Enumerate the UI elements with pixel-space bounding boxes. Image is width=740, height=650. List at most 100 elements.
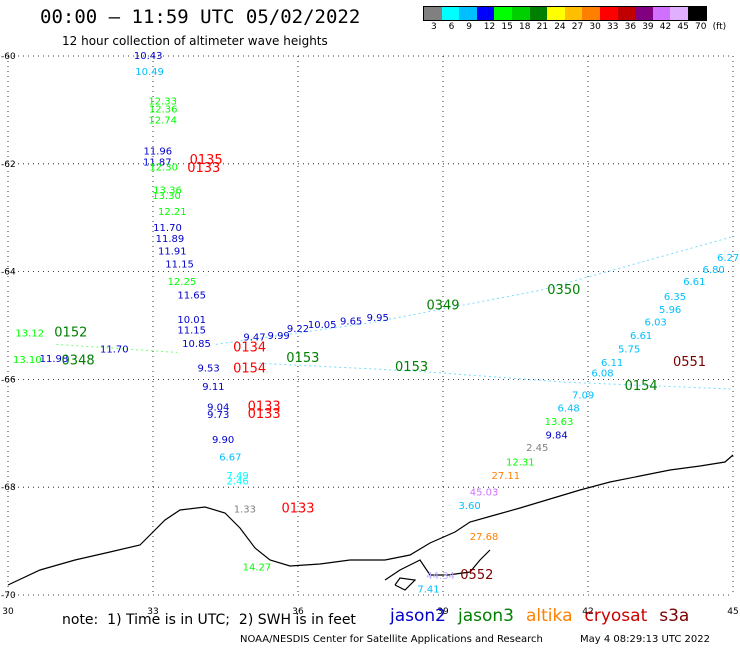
page-title: 00:00 – 11:59 UTC 05/02/2022 (40, 6, 361, 28)
wave-height-value: 9.11 (202, 382, 224, 393)
wave-height-value: 11.65 (177, 291, 206, 302)
latitude-tick-label: -70 (1, 591, 16, 601)
track-line (259, 362, 734, 390)
color-scale-label: 30 (589, 22, 601, 32)
color-swatch (564, 7, 583, 20)
wave-height-value: 1.33 (234, 505, 256, 516)
wave-height-value: 7.49 (226, 471, 248, 482)
color-swatch (424, 7, 442, 20)
color-swatch (635, 7, 653, 20)
color-scale-label: 45 (677, 22, 689, 32)
wave-height-value: 27.11 (492, 471, 521, 482)
generated-timestamp: May 4 08:29:13 UTC 2022 (580, 634, 710, 645)
pass-time-label: 0552 (460, 568, 493, 583)
color-swatch (476, 7, 495, 20)
latitude-tick-label: -60 (1, 52, 16, 62)
color-scale-label: 36 (624, 22, 637, 32)
wave-height-value: 11.15 (177, 326, 206, 337)
color-swatch (511, 7, 530, 20)
wave-height-value: 2.46 (226, 477, 248, 488)
longitude-tick-label: 33 (147, 607, 158, 617)
wave-height-value: 13.36 (153, 185, 182, 196)
wave-height-value: 9.90 (212, 435, 234, 446)
pass-time-label: 0133 (248, 400, 281, 415)
antarctic-coastline (7, 454, 734, 591)
longitude-tick-label: 45 (727, 607, 738, 617)
wave-height-value: 9.22 (287, 324, 309, 335)
wave-height-value: 6.61 (630, 331, 652, 342)
latitude-tick-label: -64 (1, 268, 16, 278)
pass-time-label: 0134 (233, 340, 266, 355)
satellite-legend: jason2 jason3 altika cryosat s3a (390, 606, 701, 626)
wave-height-value: 11.98 (40, 354, 69, 365)
wave-height-value: 9.47 (243, 333, 265, 344)
wave-height-value: 11.89 (156, 234, 185, 245)
wave-height-value: 2.45 (526, 443, 548, 454)
wave-height-value: 45.03 (470, 487, 499, 498)
pass-time-label: 0153 (286, 351, 319, 366)
wave-height-value: 12.74 (148, 115, 177, 126)
wave-height-value: 6.11 (601, 358, 623, 369)
legend-cryosat: cryosat (584, 606, 648, 626)
legend-jason2: jason2 (390, 606, 446, 626)
color-swatch (529, 7, 548, 20)
wave-height-value: 44.34 (426, 571, 455, 582)
longitude-tick-label: 39 (437, 607, 449, 617)
color-swatch (687, 7, 706, 20)
wave-height-value: 9.95 (367, 313, 389, 324)
wave-height-value: 13.10 (13, 355, 42, 366)
color-scale-swatches (423, 6, 707, 21)
wave-height-value: 5.96 (659, 305, 681, 316)
wave-height-value: 6.67 (219, 452, 241, 463)
wave-height-value: 5.75 (618, 344, 640, 355)
legend-jason3: jason3 (458, 606, 514, 626)
color-swatch (599, 7, 618, 20)
wave-height-value: 10.05 (308, 320, 337, 331)
map-grid (7, 55, 734, 596)
color-scale-label: 24 (554, 22, 566, 32)
wave-height-value: 12.36 (149, 105, 178, 116)
wave-height-value: 9.04 (207, 403, 229, 414)
wave-height-value: 10.01 (177, 315, 206, 326)
wave-height-value: 9.53 (197, 363, 219, 374)
wave-height-value: 6.08 (591, 369, 613, 380)
color-swatch (441, 7, 460, 20)
latitude-tick-label: -62 (1, 160, 16, 170)
satellite-tracks (56, 236, 734, 390)
longitude-tick-label: 36 (292, 607, 304, 617)
wave-height-value: 11.91 (158, 246, 187, 257)
color-swatch (617, 7, 636, 20)
color-scale-label: 33 (607, 22, 619, 32)
color-swatch (494, 7, 512, 20)
wave-height-value: 12.21 (158, 207, 187, 218)
pass-time-label: 0154 (625, 379, 658, 394)
wave-height-value: 3.60 (458, 501, 480, 512)
color-scale-label: (ft) (712, 22, 727, 32)
wave-height-value: 6.61 (683, 277, 705, 288)
color-swatch (652, 7, 671, 20)
color-scale-label: 70 (695, 22, 707, 32)
color-scale-label: 42 (659, 22, 672, 32)
wave-height-value: 13.12 (15, 328, 44, 339)
units-note: note: 1) Time is in UTC; 2) SWH is in fe… (62, 612, 356, 628)
pass-time-label: 0133 (187, 161, 220, 176)
color-scale-label: 21 (536, 22, 549, 32)
pass-time-label: 0152 (54, 325, 87, 340)
color-scale-label: 18 (519, 22, 531, 32)
wave-height-value: 6.80 (703, 265, 725, 276)
pass-time-label: 0135 (190, 153, 223, 168)
pass-time-label: 0350 (547, 283, 580, 298)
wave-height-value: 12.33 (148, 97, 177, 108)
pass-time-label: 0551 (673, 355, 706, 370)
wave-height-value: 7.09 (572, 390, 594, 401)
pass-time-label: 0348 (62, 353, 95, 368)
wave-height-value: 6.35 (664, 292, 686, 303)
color-scale-labels: 3 6 9 12 15 18 21 24 27 30 33 36 39 42 45 70 (ft) (423, 21, 726, 35)
latitude-tick-label: -66 (1, 375, 16, 385)
latitude-tick-label: -68 (1, 483, 16, 493)
wave-height-value: 13.30 (152, 191, 181, 202)
pass-time-label: 0154 (233, 361, 266, 376)
wave-height-value: 11.87 (143, 157, 172, 168)
